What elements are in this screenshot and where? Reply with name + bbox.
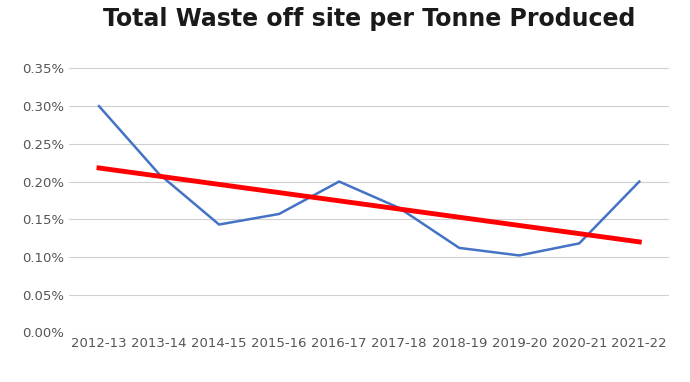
Title: Total Waste off site per Tonne Produced: Total Waste off site per Tonne Produced (103, 7, 635, 31)
